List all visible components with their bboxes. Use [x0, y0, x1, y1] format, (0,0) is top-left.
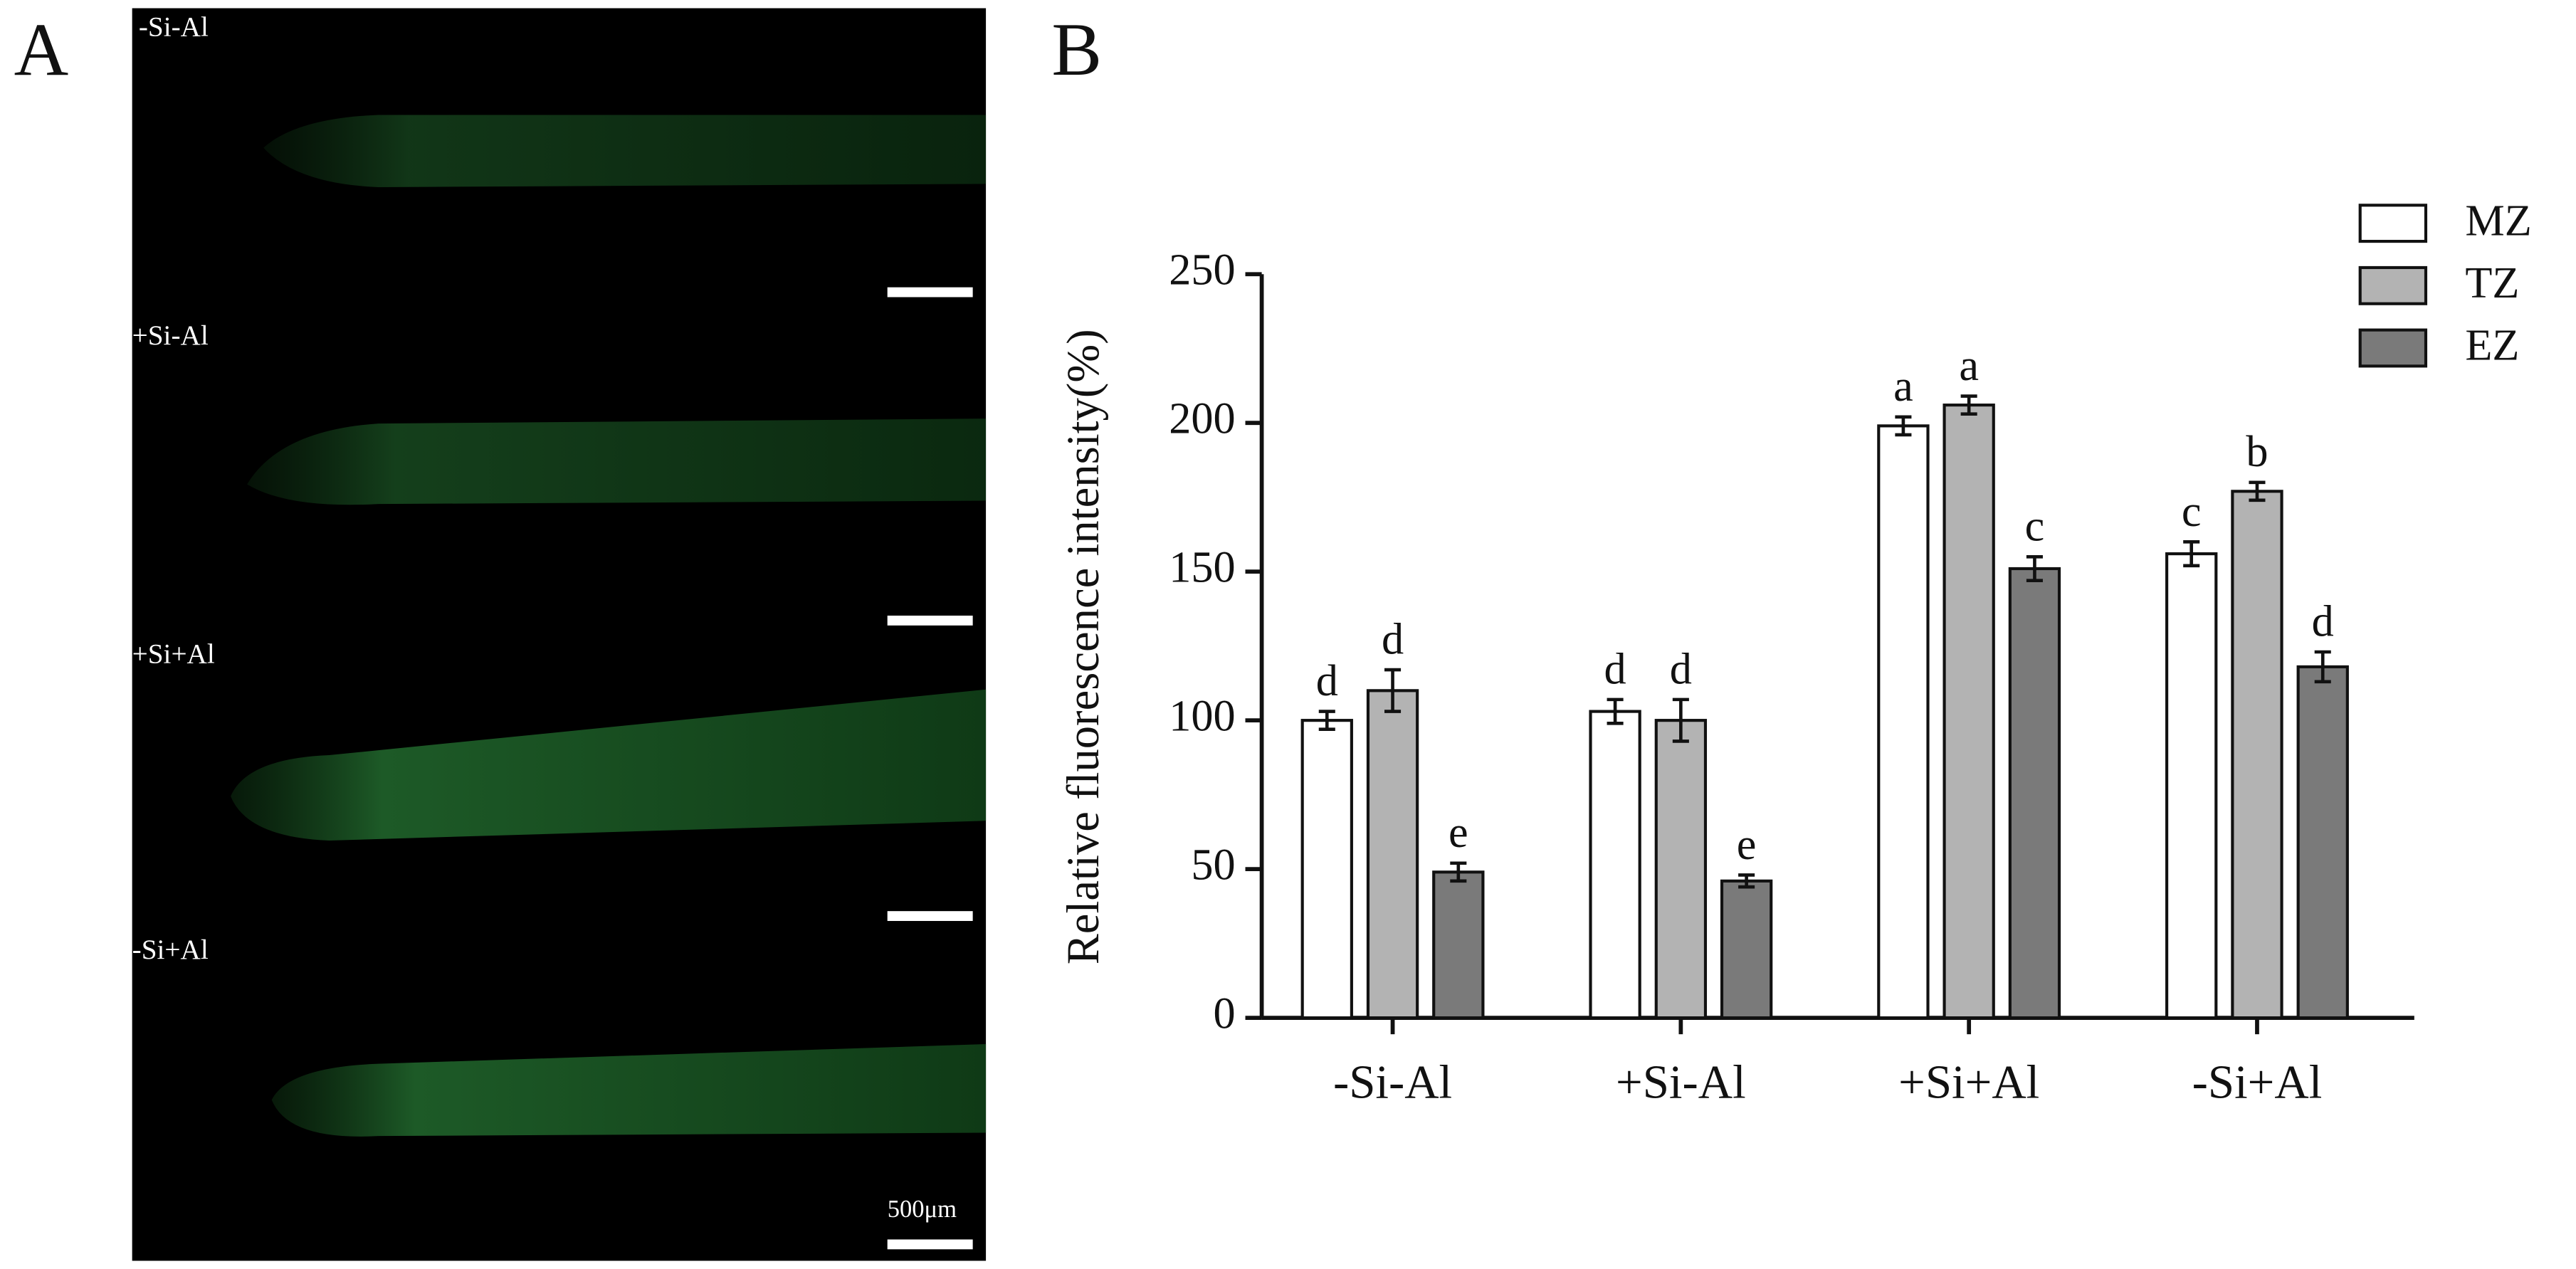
significance-letter: c [2025, 502, 2045, 551]
scale-bar [887, 287, 973, 297]
bar [2008, 567, 2061, 1020]
legend-label: MZ [2465, 196, 2531, 245]
y-tick-label: 0 [1214, 989, 1236, 1038]
bar [2296, 665, 2349, 1020]
y-tick-label: 150 [1169, 543, 1235, 591]
scale-bar [887, 911, 973, 922]
bar [1366, 689, 1419, 1020]
x-tick-label: -Si-Al [1333, 1055, 1452, 1108]
legend-swatch [2358, 204, 2428, 243]
y-tick-label: 100 [1169, 692, 1235, 740]
y-tick-label: 200 [1169, 394, 1235, 443]
y-tick-label: 250 [1169, 246, 1235, 294]
root-image [247, 418, 987, 505]
scale-bar [887, 1239, 973, 1250]
root-image [263, 115, 987, 187]
error-bar [2026, 554, 2043, 583]
panel-a: A -Si-Al +Si-Al +Si+Al -Si+Al 500μm [14, 7, 987, 1261]
error-bar [1384, 668, 1402, 713]
error-bar [1607, 697, 1624, 725]
error-bar [2249, 480, 2266, 502]
image-label: +Si-Al [132, 320, 209, 351]
panel-label: A [14, 7, 69, 91]
bar [2165, 552, 2218, 1020]
bar [1942, 404, 1995, 1020]
scale-label: 500μm [888, 1196, 957, 1223]
image-labels: -Si-Al +Si-Al +Si+Al -Si+Al [132, 12, 215, 965]
error-bar [1738, 873, 1755, 889]
significance-letter: e [1737, 821, 1757, 869]
bar [1877, 424, 1930, 1020]
y-axis-label: Relative fluorescence intensity(%) [1057, 329, 1109, 964]
scale-bars [887, 287, 973, 1250]
significance-letter: a [1893, 362, 1913, 411]
significance-letter: d [1670, 645, 1692, 693]
image-label: -Si-Al [139, 12, 209, 43]
bar [1654, 719, 1708, 1020]
significance-letter: d [2312, 597, 2334, 646]
significance-letter: c [2182, 488, 2202, 536]
significance-letter: d [1604, 645, 1626, 693]
legend-label: TZ [2465, 259, 2519, 307]
scale-bar [887, 615, 973, 626]
bar [1589, 710, 1641, 1020]
error-bar [1672, 697, 1689, 743]
error-bar [1895, 415, 1912, 437]
bar [2231, 490, 2283, 1020]
root-image [271, 1043, 987, 1137]
significance-letter: d [1316, 657, 1338, 705]
legend-swatch [2358, 328, 2428, 368]
x-tick-label: +Si+Al [1898, 1055, 2039, 1108]
x-tick-label: -Si+Al [2192, 1055, 2323, 1108]
error-bar [1450, 861, 1467, 883]
legend-label: EZ [2465, 322, 2519, 370]
bar [1300, 719, 1353, 1020]
bar [1720, 879, 1773, 1020]
error-bar [1960, 394, 1977, 416]
significance-letter: b [2246, 428, 2268, 476]
y-tick-label: 50 [1191, 841, 1235, 889]
significance-letter: e [1449, 809, 1468, 857]
bar [1432, 870, 1485, 1020]
x-tick-label: +Si-Al [1616, 1055, 1746, 1108]
error-bar [2314, 650, 2331, 684]
panel-label: B [1051, 7, 1102, 91]
error-bar [1318, 710, 1335, 731]
image-label: -Si+Al [132, 934, 209, 965]
significance-letter: a [1959, 342, 1979, 390]
image-label: +Si+Al [132, 639, 215, 670]
legend-swatch [2358, 265, 2428, 305]
error-bar [2183, 540, 2200, 568]
root-image [231, 689, 987, 841]
significance-letter: d [1382, 615, 1404, 663]
